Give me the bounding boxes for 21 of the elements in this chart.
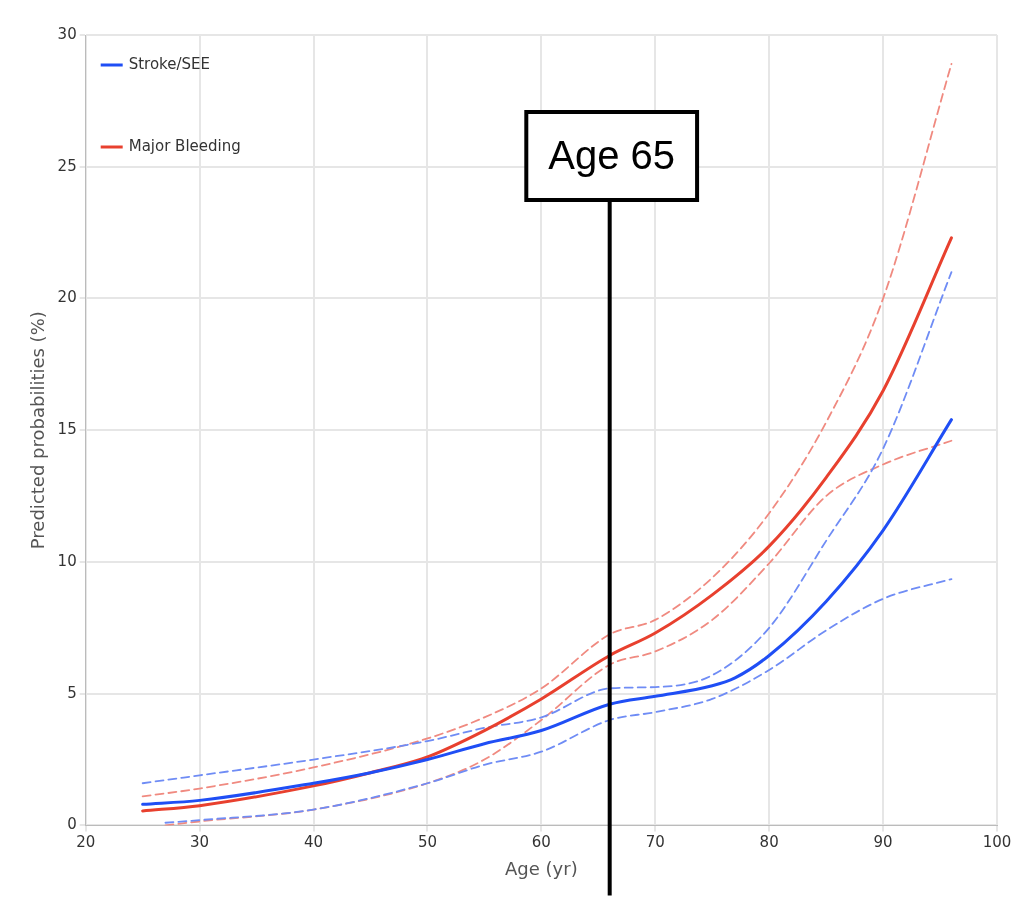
y-tick-label: 5 [67, 683, 77, 702]
legend-label: Major Bleeding [128, 136, 241, 155]
legend-label: Stroke/SEE [128, 54, 211, 73]
y-tick-label: 0 [67, 815, 77, 834]
x-tick-label: 80 [759, 833, 779, 852]
ref-line-label: Age 65 [548, 133, 676, 178]
x-tick-label: 40 [303, 833, 324, 852]
y-tick-label: 10 [57, 551, 77, 570]
x-tick-label: 30 [190, 833, 210, 852]
y-axis-title: Predicted probabilities (%) [27, 311, 49, 550]
x-tick-label: 60 [531, 833, 551, 852]
x-tick-label: 70 [645, 833, 665, 852]
y-tick-label: 15 [57, 420, 77, 439]
x-axis-title: Age (yr) [505, 857, 578, 879]
x-tick-label: 50 [417, 833, 437, 852]
y-tick-label: 25 [57, 156, 77, 175]
y-tick-label: 20 [57, 288, 77, 307]
x-tick-label: 90 [873, 833, 893, 852]
x-tick-label: 100 [982, 833, 1012, 852]
y-tick-label: 30 [57, 24, 77, 43]
line-series [164, 578, 953, 824]
